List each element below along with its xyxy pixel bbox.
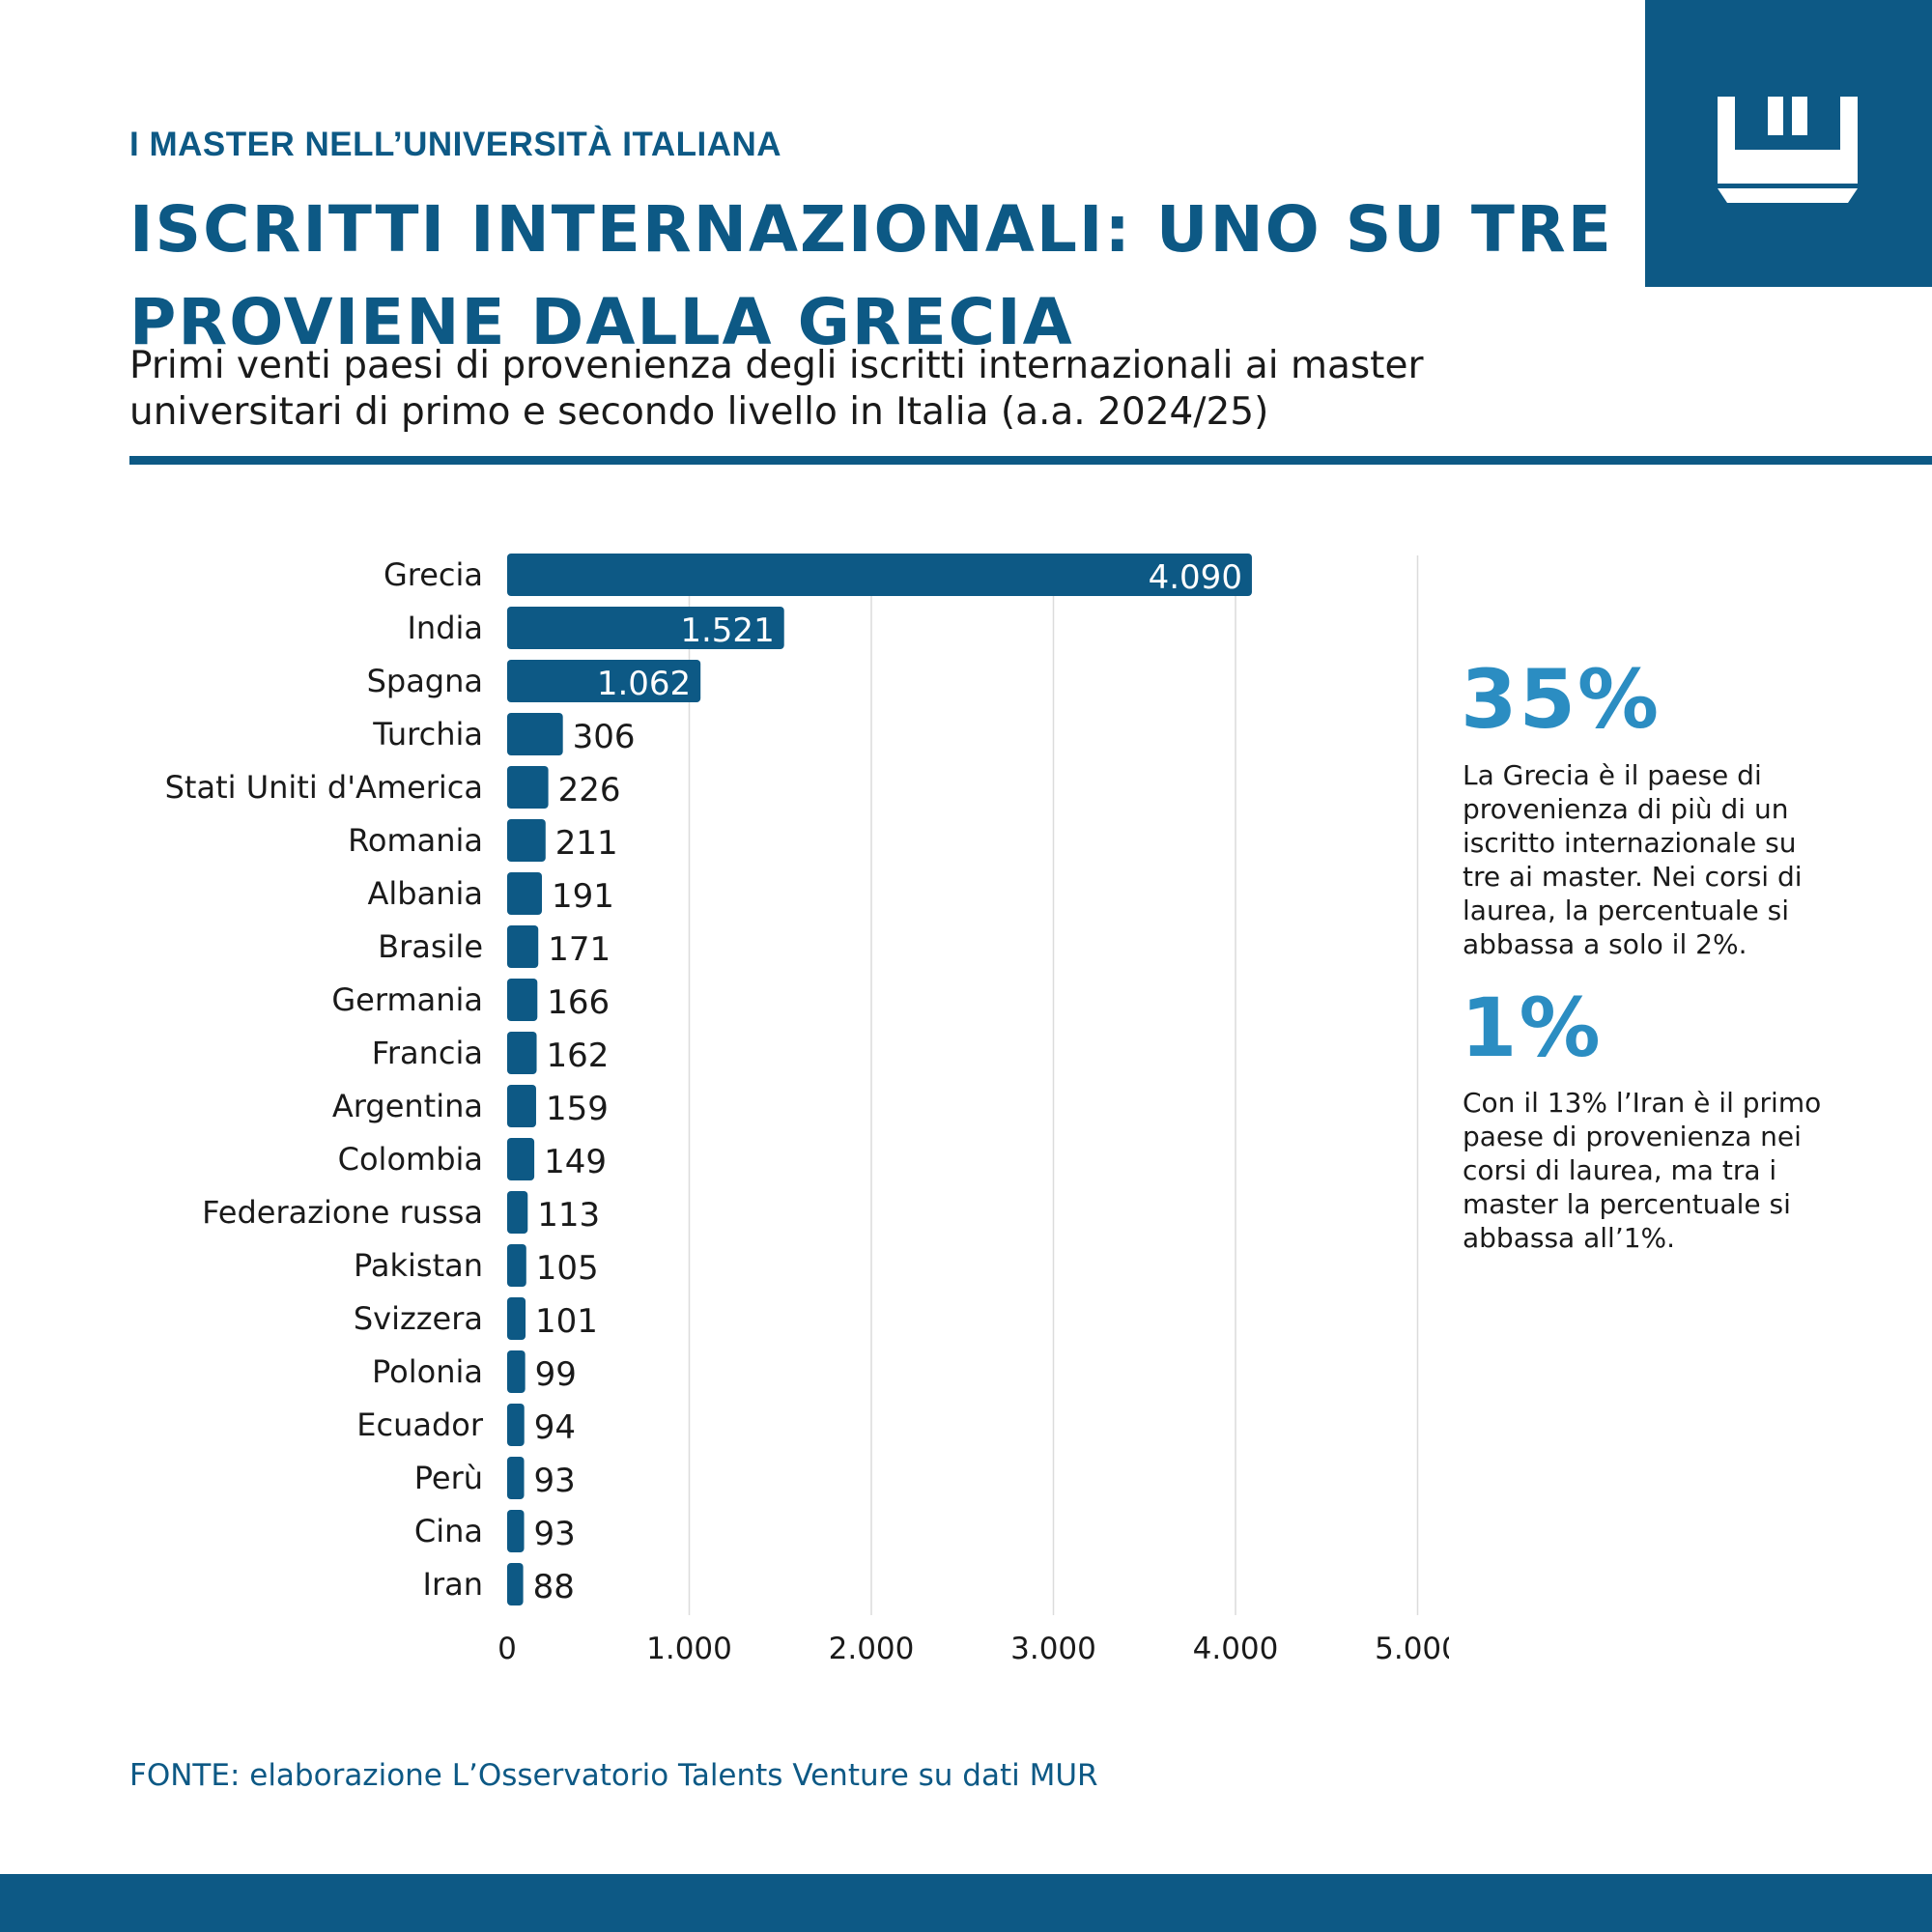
crown-logo-icon xyxy=(1718,97,1858,203)
x-tick-label: 3.000 xyxy=(1010,1632,1096,1666)
category-label: Ecuador xyxy=(356,1406,484,1443)
x-tick-label: 4.000 xyxy=(1193,1632,1279,1666)
stat-value-1: 35% xyxy=(1461,652,1662,747)
bar xyxy=(507,1404,525,1446)
data-label: 162 xyxy=(547,1037,610,1075)
category-label: Iran xyxy=(423,1566,483,1603)
bar xyxy=(507,1244,526,1287)
x-tick-label: 5.000 xyxy=(1375,1632,1449,1666)
category-label: Svizzera xyxy=(354,1300,483,1337)
x-tick-label: 1.000 xyxy=(646,1632,732,1666)
bar xyxy=(507,1032,537,1074)
bar xyxy=(507,979,538,1021)
data-label: 306 xyxy=(573,718,636,756)
bar xyxy=(507,1563,524,1605)
data-label: 105 xyxy=(536,1249,599,1288)
data-label: 149 xyxy=(544,1143,607,1181)
data-label: 99 xyxy=(535,1355,577,1394)
data-label: 93 xyxy=(534,1462,576,1500)
bar xyxy=(507,1085,536,1127)
data-label: 159 xyxy=(546,1090,609,1128)
bar xyxy=(507,1138,535,1180)
data-label: 166 xyxy=(547,983,610,1022)
category-label: Perù xyxy=(414,1460,483,1496)
page-subtitle: Primi venti paesi di provenienza degli i… xyxy=(129,344,1424,434)
data-label: 113 xyxy=(537,1196,600,1235)
data-label: 93 xyxy=(534,1515,576,1553)
category-label: Polonia xyxy=(372,1353,483,1390)
bar xyxy=(507,1510,525,1552)
bar-chart: 0 1.000 2.000 3.000 4.000 5.000 Grecia 4.090 Ind… xyxy=(165,554,1449,1666)
source-note: FONTE: elaborazione L’Osservatorio Talen… xyxy=(129,1758,1098,1793)
category-label: Spagna xyxy=(367,663,483,699)
x-tick-label: 0 xyxy=(497,1632,517,1666)
bar xyxy=(507,554,1252,596)
category-label: Colombia xyxy=(338,1141,483,1178)
logo xyxy=(1645,0,1932,287)
data-label: 1.062 xyxy=(597,665,691,703)
bar xyxy=(507,1457,525,1499)
category-label: Stati Uniti d'America xyxy=(165,769,483,806)
category-label: Cina xyxy=(414,1513,483,1549)
stat-value-2: 1% xyxy=(1461,980,1603,1075)
bar xyxy=(507,1297,526,1340)
category-label: Francia xyxy=(372,1035,483,1071)
category-label: Argentina xyxy=(332,1088,483,1124)
data-label: 101 xyxy=(535,1302,598,1341)
bar xyxy=(507,660,701,702)
category-label: Federazione russa xyxy=(202,1194,483,1231)
category-label: Grecia xyxy=(384,556,483,593)
bar xyxy=(507,925,539,968)
data-label: 171 xyxy=(548,930,611,969)
category-label: India xyxy=(407,610,483,646)
bar xyxy=(507,607,784,649)
page-title: ISCRITTI INTERNAZIONALI: UNO SU TRE PROV… xyxy=(129,192,1613,359)
category-label: Germania xyxy=(331,981,483,1018)
category-label: Romania xyxy=(348,822,483,859)
kicker: I MASTER NELL’UNIVERSITÀ ITALIANA xyxy=(129,126,782,163)
bar xyxy=(507,1191,528,1234)
data-label: 226 xyxy=(558,771,621,810)
bar xyxy=(507,872,543,915)
stat-text-1: La Grecia è il paese di provenienza di p… xyxy=(1463,759,1803,960)
bar xyxy=(507,766,549,809)
footer-bar xyxy=(0,1874,1932,1932)
data-label: 94 xyxy=(534,1408,576,1447)
category-label: Pakistan xyxy=(354,1247,483,1284)
x-tick-label: 2.000 xyxy=(829,1632,915,1666)
bar xyxy=(507,819,546,862)
bar xyxy=(507,1350,526,1393)
category-label: Brasile xyxy=(378,928,483,965)
category-label: Turchia xyxy=(372,716,483,753)
data-label: 211 xyxy=(555,824,618,863)
data-label: 88 xyxy=(533,1568,575,1606)
data-label: 4.090 xyxy=(1149,558,1242,597)
data-label: 191 xyxy=(552,877,614,916)
bar xyxy=(507,713,563,755)
data-label: 1.521 xyxy=(680,611,774,650)
category-label: Albania xyxy=(368,875,483,912)
stat-text-2: Con il 13% l’Iran è il primo paese di pr… xyxy=(1463,1087,1822,1254)
title-divider xyxy=(129,456,1932,465)
